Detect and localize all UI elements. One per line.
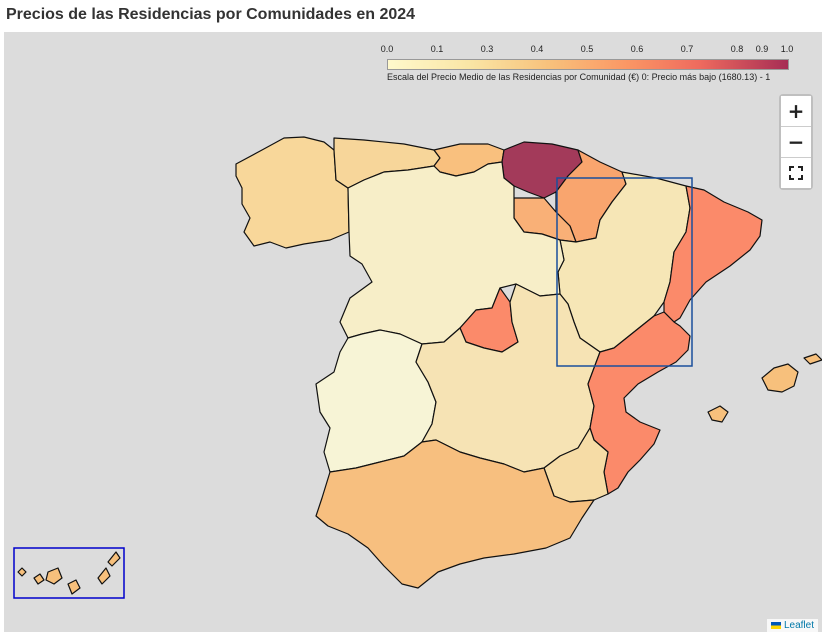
region-baleares[interactable] — [761, 363, 799, 393]
legend-tick: 0.8 — [730, 44, 744, 54]
region-canarias-5[interactable] — [107, 551, 121, 567]
map-container[interactable]: 0.0 0.1 0.3 0.4 0.5 0.6 0.7 0.8 0.9 1.0 … — [4, 32, 822, 632]
legend-color-bar — [387, 59, 789, 70]
zoom-out-button[interactable]: − — [781, 127, 811, 158]
region-canarias-1[interactable] — [33, 573, 45, 585]
choropleth-map[interactable] — [4, 32, 822, 632]
legend-tick: 0.9 — [755, 44, 769, 54]
fullscreen-button[interactable] — [781, 158, 811, 188]
region-canarias-2[interactable] — [45, 567, 63, 585]
legend-caption: Escala del Precio Medio de las Residenci… — [387, 72, 771, 82]
ukraine-flag-icon — [770, 621, 781, 629]
color-legend: 0.0 0.1 0.3 0.4 0.5 0.6 0.7 0.8 0.9 1.0 … — [380, 44, 818, 94]
legend-ticks: 0.0 0.1 0.3 0.4 0.5 0.6 0.7 0.8 0.9 1.0 — [380, 44, 794, 58]
region-canarias-4[interactable] — [97, 567, 111, 585]
fullscreen-icon — [789, 166, 803, 180]
zoom-control: + − — [779, 94, 813, 190]
canarias-inset-frame — [13, 547, 125, 599]
legend-tick: 0.1 — [430, 44, 444, 54]
map-attribution[interactable]: Leaflet — [766, 619, 818, 632]
region-galicia[interactable] — [235, 136, 350, 249]
legend-tick: 1.0 — [780, 44, 794, 54]
leaflet-link[interactable]: Leaflet — [783, 620, 814, 631]
legend-tick: 0.3 — [480, 44, 494, 54]
region-cataluna[interactable] — [663, 185, 763, 323]
legend-tick: 0.7 — [680, 44, 694, 54]
region-andalucia[interactable] — [315, 439, 595, 589]
zoom-in-button[interactable]: + — [781, 96, 811, 127]
region-baleares-menorca[interactable] — [803, 353, 822, 365]
region-canarias-west[interactable] — [17, 567, 27, 577]
page-title: Precios de las Residencias por Comunidad… — [6, 6, 416, 23]
region-baleares-ibiza[interactable] — [707, 405, 729, 423]
legend-tick: 0.5 — [580, 44, 594, 54]
aragon-selection-frame — [556, 177, 693, 367]
region-canarias-3[interactable] — [67, 579, 81, 595]
legend-tick: 0.0 — [380, 44, 394, 54]
legend-tick: 0.6 — [630, 44, 644, 54]
legend-tick: 0.4 — [530, 44, 544, 54]
